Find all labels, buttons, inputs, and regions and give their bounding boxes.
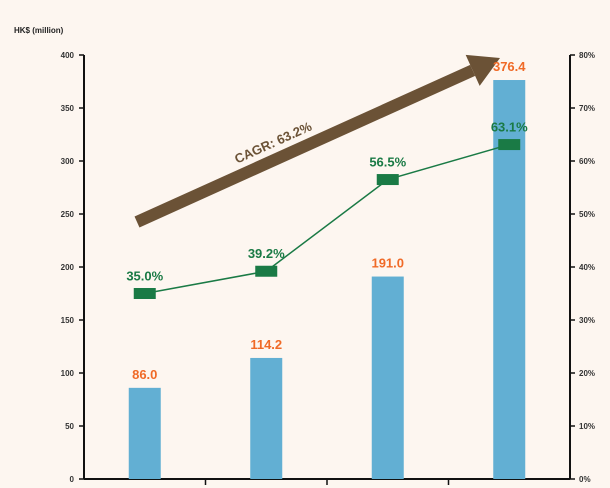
bar-value-label: 114.2 (250, 337, 282, 352)
line-value-label: 35.0% (126, 269, 163, 284)
bar-value-label: 376.4 (493, 59, 526, 74)
cagr-arrow-shaft (134, 64, 476, 228)
bar (250, 357, 283, 479)
right-tick-label: 0% (579, 475, 591, 484)
y-axis-unit-label: HK$ (million) (14, 26, 64, 35)
line-value-label: 56.5% (369, 155, 406, 170)
line-marker (255, 265, 278, 277)
bar-value-label: 86.0 (132, 367, 157, 382)
right-tick-label: 50% (579, 210, 595, 219)
cagr-annotation: CAGR: 63.2% (134, 54, 500, 228)
left-tick-label: 100 (61, 369, 75, 378)
bar (371, 276, 404, 479)
left-tick-label: 50 (65, 422, 74, 431)
left-tick-label: 0 (70, 475, 75, 484)
line-value-label: 63.1% (491, 120, 528, 135)
left-tick-label: 200 (61, 263, 75, 272)
left-tick-label: 300 (61, 157, 75, 166)
left-tick-label: 150 (61, 316, 75, 325)
line-marker (376, 174, 399, 186)
line-value-label: 39.2% (248, 246, 285, 261)
left-tick-label: 400 (61, 51, 75, 60)
right-tick-label: 80% (579, 51, 595, 60)
right-tick-label: 70% (579, 104, 595, 113)
cagr-arrow-head (465, 54, 500, 86)
left-tick-label: 350 (61, 104, 75, 113)
chart-axes: 0 50 100 150 200 250 300 350 400 0% 10% 20% 30% 40% 50… (61, 51, 595, 485)
bar-value-label: 191.0 (371, 256, 404, 271)
right-tick-label: 20% (579, 369, 595, 378)
right-tick-label: 40% (579, 263, 595, 272)
ratio-line (144, 143, 510, 295)
line-marker (133, 288, 156, 299)
right-tick-label: 60% (579, 157, 595, 166)
data-labels: 86.0 114.2 191.0 376.4 35.0% 39.2% 56.5% 63.1% (126, 59, 528, 382)
right-tick-label: 30% (579, 316, 595, 325)
right-tick-label: 10% (579, 422, 595, 431)
line-marker (498, 139, 521, 151)
left-tick-label: 250 (61, 210, 75, 219)
bar (128, 387, 161, 479)
ratio-line-series (133, 139, 521, 299)
